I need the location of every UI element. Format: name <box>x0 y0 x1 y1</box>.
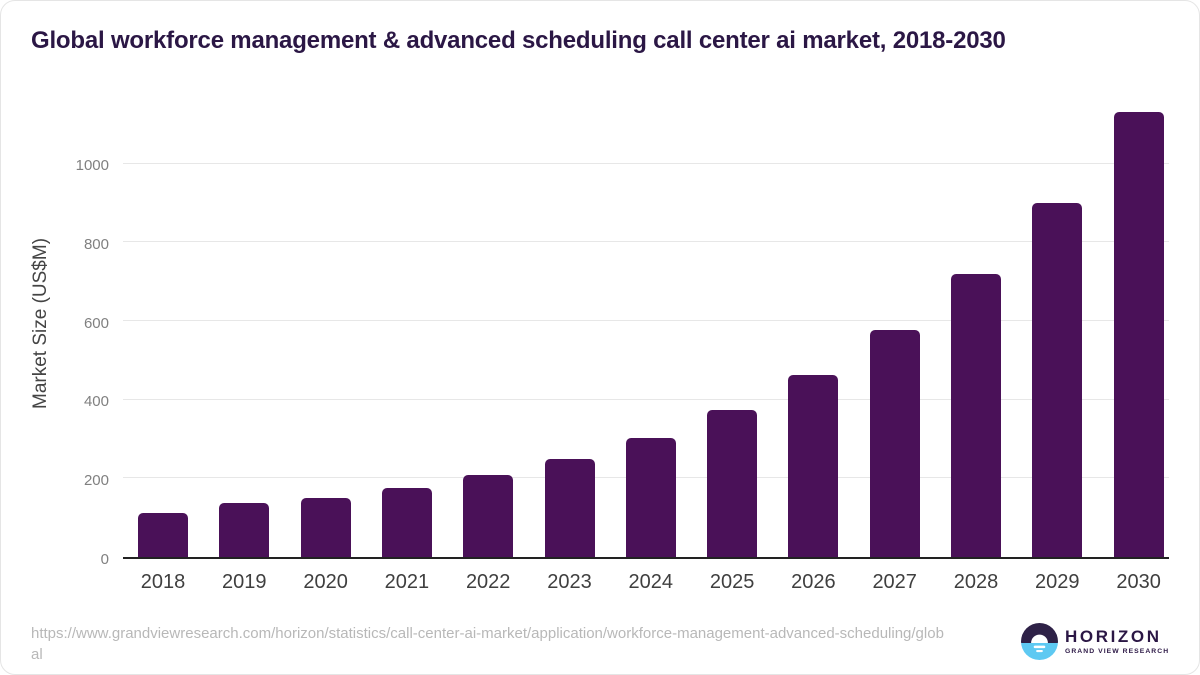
bar-2030 <box>1113 111 1164 557</box>
bar-2020 <box>300 498 351 557</box>
horizon-logo-icon <box>1021 623 1058 660</box>
horizon-logo-text: HORIZON GRAND VIEW RESEARCH <box>1065 627 1170 656</box>
x-tick-label-2027: 2027 <box>872 571 917 593</box>
bar-2021 <box>381 488 432 557</box>
y-tick-label-400: 400 <box>83 393 109 411</box>
x-tick-label-2028: 2028 <box>953 571 999 593</box>
chart-title: Global workforce management & advanced s… <box>31 27 1006 54</box>
bar-2019 <box>219 503 270 557</box>
x-tick-label-2022: 2022 <box>465 571 511 593</box>
x-tick-label-2021: 2021 <box>384 571 430 593</box>
y-tick-label-0: 0 <box>100 550 109 568</box>
logo-subtitle: GRAND VIEW RESEARCH <box>1065 648 1170 655</box>
gridline-1000 <box>123 162 1169 164</box>
bar-2029 <box>1032 203 1083 557</box>
x-tick-label-2019: 2019 <box>222 571 267 593</box>
x-axis-tick-labels: 2018 2019 2020 2021 2022 2023 2024 2025 2026 2027… <box>123 571 1169 597</box>
x-tick-label-2018: 2018 <box>140 571 186 593</box>
x-tick-label-2029: 2029 <box>1035 571 1080 593</box>
plot-area <box>123 111 1169 559</box>
bar-2026 <box>788 375 839 557</box>
bar-2024 <box>625 437 676 557</box>
x-tick-label-2025: 2025 <box>709 571 755 593</box>
y-tick-label-200: 200 <box>83 471 109 489</box>
y-axis-tick-labels: 0 200 400 600 800 1000 <box>1 111 109 567</box>
x-tick-label-2023: 2023 <box>547 571 592 593</box>
bar-2022 <box>463 475 514 557</box>
horizon-logo[interactable]: HORIZON GRAND VIEW RESEARCH <box>1021 623 1169 660</box>
y-tick-label-800: 800 <box>83 235 109 253</box>
logo-name: HORIZON <box>1065 627 1162 646</box>
gridline-400 <box>123 398 1169 400</box>
gridline-800 <box>123 241 1169 243</box>
bar-2028 <box>951 273 1001 557</box>
bar-2018 <box>138 512 188 557</box>
bar-2025 <box>707 409 758 557</box>
source-url: https://www.grandviewresearch.com/horizo… <box>31 625 944 663</box>
x-tick-label-2024: 2024 <box>628 571 674 593</box>
y-tick-label-600: 600 <box>83 314 109 332</box>
x-tick-label-2026: 2026 <box>791 571 836 593</box>
bar-2027 <box>869 330 920 557</box>
y-tick-label-1000: 1000 <box>75 157 109 175</box>
x-tick-label-2020: 2020 <box>303 571 348 593</box>
gridline-600 <box>123 320 1169 322</box>
bar-2023 <box>544 458 595 557</box>
x-tick-label-2030: 2030 <box>1116 571 1161 593</box>
